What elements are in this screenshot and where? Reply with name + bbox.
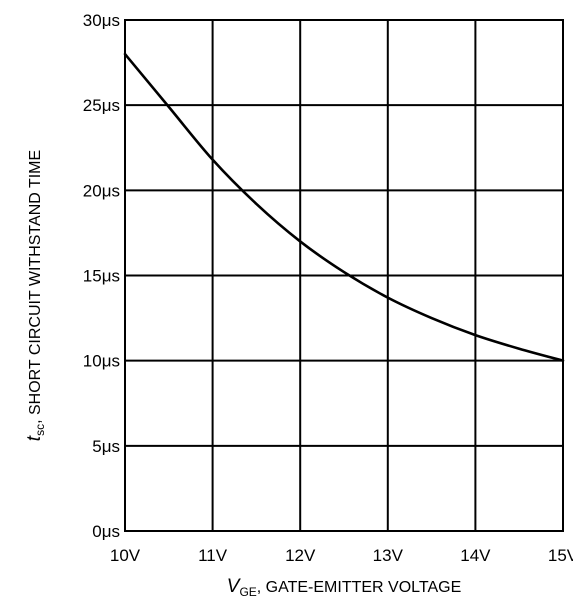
y-axis-subscript: sc <box>33 424 47 436</box>
x-tick-label: 13V <box>373 546 404 565</box>
x-tick-label: 11V <box>198 546 228 565</box>
series-line <box>123 52 565 362</box>
y-axis-label-text: , SHORT CIRCUIT WITHSTAND TIME <box>27 150 44 424</box>
x-axis-label-text: , GATE-EMITTER VOLTAGE <box>257 579 461 596</box>
y-tick-label: 0μs <box>92 522 120 541</box>
x-tick-label: 12V <box>285 546 316 565</box>
y-tick-label: 25μs <box>83 96 120 115</box>
y-axis-variable: t <box>24 435 45 441</box>
x-axis-title: VGE, GATE-EMITTER VOLTAGE <box>227 576 462 599</box>
y-tick-label: 5μs <box>92 437 120 456</box>
y-tick-label: 20μs <box>83 181 120 200</box>
x-axis-variable: V <box>227 576 242 597</box>
x-axis-subscript: GE <box>239 585 256 599</box>
grid-lines <box>124 19 564 532</box>
plot-frame <box>124 19 564 532</box>
y-tick-label: 10μs <box>83 352 120 371</box>
x-tick-label: 14V <box>460 546 491 565</box>
y-axis-title: tsc, SHORT CIRCUIT WITHSTAND TIME <box>24 150 47 441</box>
series-layer <box>123 52 565 362</box>
x-tick-label: 10V <box>110 546 141 565</box>
y-tick-label: 15μs <box>83 267 120 286</box>
y-tick-label: 30μs <box>83 11 120 30</box>
x-tick-labels: 10V 11V 12V 13V 14V 15V <box>110 546 573 565</box>
x-tick-label: 15V <box>548 546 573 565</box>
y-tick-labels: 0μs 5μs 10μs 15μs 20μs 25μs 30μs <box>83 11 120 541</box>
